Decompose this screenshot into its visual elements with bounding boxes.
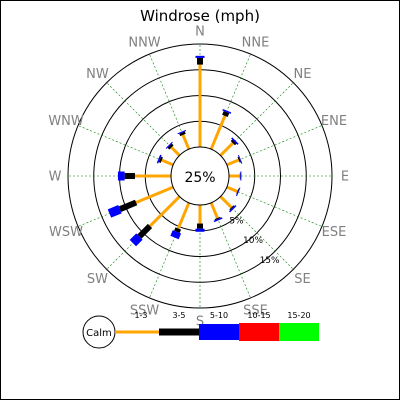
- direction-label-sse: SSE: [243, 303, 268, 318]
- calm-percent-label: 25%: [184, 170, 215, 186]
- direction-label-e: E: [341, 170, 349, 185]
- radial-tick-label: 15%: [260, 256, 280, 266]
- bar-ssw-3-5: [174, 227, 182, 233]
- direction-label-nne: NNE: [242, 36, 270, 51]
- bar-ese-1-3: [226, 185, 238, 193]
- legend-swatch-5-10: [199, 324, 239, 340]
- radial-tick-label: 5%: [229, 216, 244, 226]
- legend: Calm 1-3 3-5 5-10 10-15 15-20: [82, 311, 319, 349]
- legend-swatch-15-20: [279, 323, 319, 341]
- radial-tick-labels: 5% 10% 15%: [229, 216, 280, 265]
- bar-wnw-3-5: [158, 156, 163, 163]
- chart-title: Windrose (mph): [140, 7, 260, 25]
- bar-se-5-10: [228, 204, 237, 213]
- bar-wsw-3-5: [118, 199, 138, 212]
- calm-circle: [170, 146, 230, 206]
- bar-ne-5-10: [231, 137, 239, 145]
- bar-sse-5-10: [213, 217, 223, 223]
- direction-label-ssw: SSW: [130, 303, 160, 318]
- bar-sw-3-5: [137, 223, 153, 239]
- bar-nnw-3-5: [179, 131, 186, 137]
- legend-label-3-5: 3-5: [172, 311, 185, 320]
- direction-label-sw: SW: [87, 272, 108, 287]
- bar-nnw-1-3: [181, 134, 191, 150]
- direction-label-s: S: [196, 315, 204, 330]
- bar-se-1-3: [219, 195, 233, 209]
- bar-ne-1-3: [219, 142, 234, 157]
- spoke-ene: [226, 125, 323, 166]
- spoke-nw: [106, 82, 180, 156]
- direction-label-nw: NW: [86, 67, 109, 82]
- direction-label-ese: ESE: [322, 225, 347, 240]
- legend-label-5-10: 5-10: [210, 311, 228, 320]
- spoke-wnw: [77, 125, 174, 166]
- spoke-ese: [226, 186, 323, 227]
- bar-nw-1-3: [170, 146, 181, 157]
- bar-nne-3-5: [222, 110, 230, 118]
- radial-tick-label: 10%: [243, 236, 263, 246]
- bar-nne-1-3: [209, 115, 227, 150]
- legend-label-15-20: 15-20: [287, 311, 310, 320]
- direction-label-ne: NE: [294, 67, 312, 82]
- legend-label-1-3: 1-3: [134, 311, 147, 320]
- direction-label-w: W: [49, 170, 62, 185]
- bar-wnw-5-10: [156, 154, 162, 164]
- legend-calm-label: Calm: [86, 328, 112, 339]
- direction-label-nnw: NNW: [128, 36, 160, 51]
- bar-nw-5-10: [165, 141, 173, 149]
- wind-bars: [107, 55, 243, 247]
- direction-label-se: SE: [294, 272, 310, 287]
- legend-swatch-1-3: [115, 330, 159, 334]
- bar-nw-3-5: [167, 143, 174, 150]
- bar-sse-1-3: [209, 202, 219, 219]
- direction-label-wnw: WNW: [48, 114, 84, 129]
- grid-circle-4: [67, 43, 333, 309]
- bar-ssw-5-10: [170, 230, 182, 240]
- bar-sw-1-3: [148, 195, 181, 228]
- direction-label-ene: ENE: [321, 114, 347, 129]
- bar-wsw-1-3: [135, 185, 174, 204]
- bar-ssw-1-3: [176, 202, 191, 230]
- bar-se-3-5: [229, 205, 235, 211]
- legend-swatch-3-5: [159, 328, 199, 336]
- direction-label-n: N: [195, 25, 205, 40]
- bar-ne-3-5: [230, 139, 237, 146]
- bar-wsw-5-10: [107, 205, 122, 218]
- bar-nne-5-10: [222, 108, 232, 114]
- bar-sw-5-10: [129, 233, 143, 247]
- direction-label-wsw: WSW: [49, 225, 83, 240]
- bar-ene-1-3: [226, 158, 240, 167]
- direction-labels: N NNE NE ENE E ESE SE SSE S SSW SW WSW W WNW NW NNW: [48, 25, 349, 330]
- bar-wnw-1-3: [161, 158, 174, 167]
- legend-label-10-15: 10-15: [247, 311, 270, 320]
- legend-swatch-10-15: [239, 323, 279, 341]
